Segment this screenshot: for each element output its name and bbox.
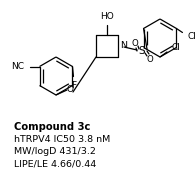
Text: LIPE/LE 4.66/0.44: LIPE/LE 4.66/0.44: [14, 160, 96, 169]
Text: S: S: [139, 46, 145, 56]
Text: F: F: [71, 81, 76, 91]
Text: MW/logD 431/3.2: MW/logD 431/3.2: [14, 147, 96, 156]
Text: Cl: Cl: [187, 32, 196, 41]
Text: HO: HO: [100, 12, 114, 21]
Text: NC: NC: [12, 62, 24, 71]
Text: Cl: Cl: [172, 43, 181, 53]
Text: N: N: [120, 42, 127, 50]
Text: Compound 3c: Compound 3c: [14, 122, 90, 132]
Text: O: O: [147, 54, 153, 64]
Text: hTRPV4 IC50 3.8 nM: hTRPV4 IC50 3.8 nM: [14, 135, 110, 143]
Text: O: O: [66, 84, 74, 94]
Text: O: O: [132, 39, 138, 47]
